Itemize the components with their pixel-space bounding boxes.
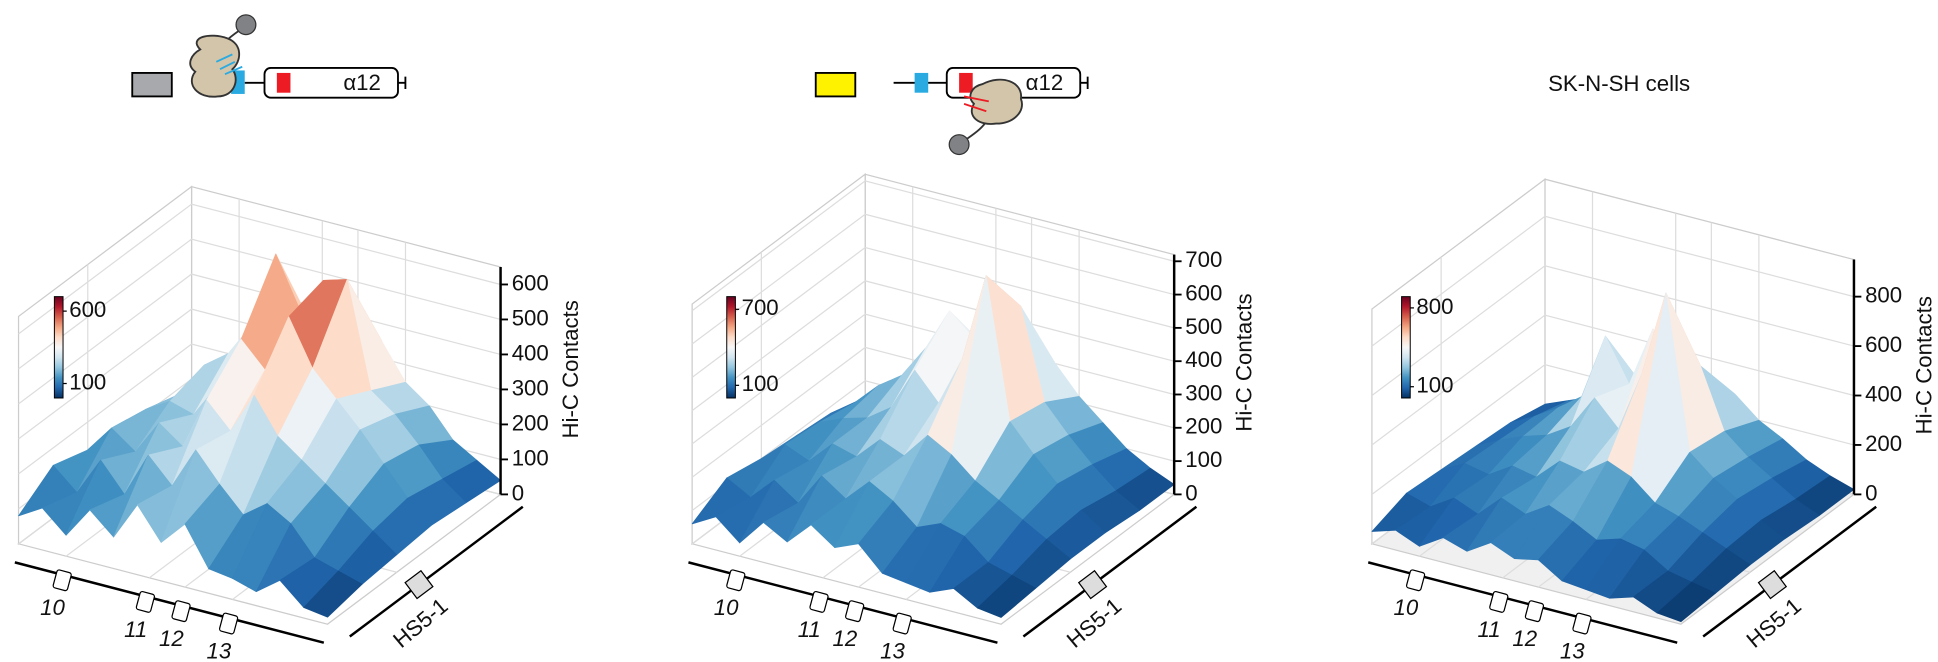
z-tick-label: 700	[1185, 247, 1222, 272]
x-tick-label: 11	[798, 617, 821, 642]
x-tick-label: 11	[1478, 617, 1501, 642]
x-tick-label: 10	[1394, 595, 1419, 620]
z-tick-label: 400	[1185, 347, 1222, 372]
x-tick-label: 12	[159, 626, 184, 651]
x-tick-label: 13	[1560, 638, 1585, 662]
locus-diagram: α12	[132, 15, 405, 98]
z-tick-label: 300	[1185, 380, 1222, 405]
y-tick-marker	[1759, 571, 1787, 599]
locus-diagram: α12	[816, 68, 1088, 155]
colorbar-tick-label: 600	[69, 297, 106, 322]
z-tick-label: 600	[1185, 280, 1222, 305]
panel-title: SK-N-SH cells	[1548, 71, 1690, 96]
surface-panel: 0 200 400 600 800 Hi-C Contacts 10 11 12 13 HS5-1 8…	[1368, 179, 1936, 662]
x-tick-label: 10	[714, 595, 739, 620]
x-tick-label: 10	[40, 595, 65, 620]
gene-label: α12	[1026, 70, 1064, 95]
z-tick-label: 100	[1185, 447, 1222, 472]
x-tick-label: 12	[833, 626, 858, 651]
z-tick-label: 400	[512, 340, 549, 365]
z-tick-label: 100	[512, 445, 549, 470]
z-tick-label: 300	[512, 375, 549, 400]
y-tick-label: HS5-1	[388, 593, 452, 653]
z-axis-label: Hi-C Contacts	[1912, 296, 1937, 434]
z-axis-label: Hi-C Contacts	[1232, 293, 1257, 431]
gene-label: α12	[343, 70, 381, 95]
y-tick-label: HS5-1	[1742, 593, 1806, 653]
z-tick-label: 0	[512, 480, 524, 505]
colorbar	[54, 297, 63, 398]
page: {"chart_data": [ {"type": "surface3d", "…	[0, 0, 1938, 662]
colorbar-tick-label: 100	[1416, 373, 1453, 398]
z-tick-label: 800	[1865, 283, 1902, 308]
z-tick-label: 500	[512, 305, 549, 330]
y-tick-marker	[405, 571, 433, 599]
z-tick-label: 400	[1865, 381, 1902, 406]
z-tick-label: 0	[1865, 480, 1877, 505]
z-tick-label: 200	[1185, 414, 1222, 439]
z-tick-label: 600	[512, 270, 549, 295]
figure: α12 α12 SK-N-SH cells 010020030040050060…	[0, 0, 1938, 662]
x-tick-label: 12	[1512, 626, 1537, 651]
y-tick-label: HS5-1	[1062, 593, 1126, 653]
surface-panel: 0 100 200 300 400 500 600 700 Hi-C Contacts 10 11 1…	[688, 174, 1256, 662]
z-tick-label: 0	[1185, 480, 1197, 505]
x-tick-label: 13	[206, 638, 231, 662]
colorbar	[727, 297, 736, 398]
x-tick-label: 13	[880, 638, 905, 662]
z-tick-label: 600	[1865, 332, 1902, 357]
y-tick-marker	[1079, 571, 1107, 599]
colorbar	[1402, 297, 1411, 398]
colorbar-tick-label: 700	[742, 295, 779, 320]
x-tick-label: 11	[124, 617, 147, 642]
surface-panel: 0 100 200 300 400 500 600 Hi-C Contacts 10 11 12 13…	[15, 187, 583, 662]
z-tick-label: 500	[1185, 314, 1222, 339]
colorbar-tick-label: 100	[742, 371, 779, 396]
z-tick-label: 200	[1865, 431, 1902, 456]
z-axis-label: Hi-C Contacts	[558, 300, 583, 438]
colorbar-tick-label: 100	[69, 369, 106, 394]
colorbar-tick-label: 800	[1416, 294, 1453, 319]
z-tick-label: 200	[512, 410, 549, 435]
